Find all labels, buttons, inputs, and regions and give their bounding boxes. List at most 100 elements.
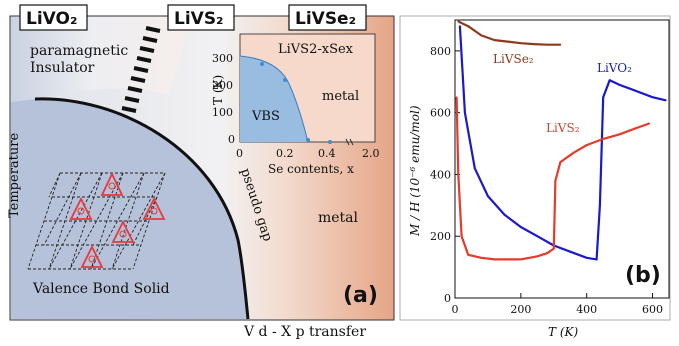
- trimer-triangles: [69, 171, 166, 268]
- compound-label-livo2: LiVO₂: [26, 9, 77, 29]
- data-point-livs2: [559, 161, 562, 163]
- data-point-livs2: [554, 179, 557, 182]
- panel-b-ylabel: M / H (10⁻⁶ emu/mol): [408, 105, 422, 237]
- vbs-region: [11, 98, 248, 319]
- x-tick-label: 400: [576, 303, 597, 316]
- data-point-livo2: [503, 213, 506, 216]
- data-point-livse2: [546, 43, 549, 46]
- inset-title: LiVS2-xSex: [278, 42, 354, 57]
- data-point-livo2: [569, 250, 572, 253]
- series-label-livo2: LiVO₂: [597, 61, 632, 75]
- data-point-livo2: [598, 204, 601, 207]
- inset-xtick-20: 2.0: [362, 147, 380, 160]
- data-point-livs2: [618, 133, 621, 136]
- inset-xlabel: Se contents, x: [268, 162, 354, 176]
- data-point-livo2: [463, 111, 466, 114]
- x-tick-label: 600: [642, 303, 663, 316]
- inset-vbs-area: [240, 56, 308, 142]
- data-point-livs2: [585, 144, 588, 147]
- data-point-livs2: [572, 151, 575, 154]
- data-point-livo2: [459, 25, 461, 28]
- plot-area: [454, 19, 670, 299]
- panel-b-xlabel: T (K): [548, 325, 578, 339]
- series-label-livs2: LiVS₂: [546, 121, 580, 135]
- data-point-livo2: [519, 226, 522, 228]
- inset-ytick-0: 0: [228, 133, 235, 146]
- paramagnetic-label-1: paramagnetic: [30, 43, 128, 59]
- inset-ytick-300: 300: [212, 52, 233, 65]
- compound-header-livse2: LiVSe₂: [288, 4, 367, 31]
- data-point-livse2: [506, 40, 509, 43]
- series-line-livo2: [458, 26, 666, 261]
- data-point-livs2: [455, 96, 458, 99]
- panel-b: 0 200 400 600 0 200 400 600 800 LiVSe₂ LiVO₂ LiV…: [399, 15, 671, 339]
- inset-ylabel: T (K): [211, 75, 225, 105]
- data-point-livs2: [467, 253, 470, 256]
- data-point-livo2: [635, 90, 637, 92]
- inset-xtick-02: 0.2: [276, 147, 294, 160]
- inset-metal-label: metal: [322, 89, 359, 104]
- inset-xtick-0: 0: [236, 147, 243, 160]
- y-tick-label: 800: [430, 45, 451, 58]
- trimer-circles: [77, 182, 158, 263]
- data-point-livo2: [536, 235, 539, 238]
- data-point-livse2: [559, 43, 562, 46]
- data-point-livs2: [536, 255, 539, 258]
- y-tick-label: 400: [430, 168, 451, 181]
- panel-a: paramagnetic Insulator Valence Bond Soli…: [7, 4, 395, 340]
- data-point-livo2: [664, 99, 667, 102]
- data-point-livo2: [473, 167, 476, 170]
- vbs-region-label: Valence Bond Solid: [32, 281, 170, 297]
- compound-header-livo2: LiVO₂: [19, 4, 88, 31]
- data-point-livs2: [546, 252, 549, 255]
- data-point-livs2: [493, 258, 496, 261]
- data-point-livse2: [457, 20, 460, 23]
- data-point-livs2: [480, 256, 483, 259]
- data-point-livs2: [519, 258, 522, 261]
- compound-header-livs2: LiVS₂: [167, 4, 235, 31]
- data-point-livs2: [635, 127, 637, 130]
- data-point-livs2: [460, 235, 463, 238]
- data-point-livo2: [487, 195, 489, 197]
- inset-ytick-100: 100: [212, 106, 233, 119]
- data-point-livo2: [595, 258, 598, 261]
- vbs-boundary-curve: [34, 97, 250, 320]
- data-point-livs2: [552, 247, 555, 250]
- data-point-livo2: [585, 256, 588, 259]
- data-point-livs2: [648, 122, 651, 125]
- triangular-lattice: [27, 172, 166, 270]
- data-point-livo2: [618, 83, 621, 86]
- inset-ytick-200: 200: [212, 79, 233, 92]
- series-group: [455, 20, 667, 261]
- x-tick-label: 200: [510, 303, 531, 316]
- panel-b-label-box: (b): [622, 256, 666, 290]
- paramagnetic-label-2: Insulator: [30, 60, 95, 76]
- y-tick-label: 0: [444, 292, 451, 305]
- series-label-livse2: LiVSe₂: [493, 52, 534, 66]
- inset-xtick-04: 0.4: [318, 147, 336, 160]
- inset-phase-diagram: LiVS2-xSex VBS metal T (K) 300 200 100 0…: [211, 33, 380, 176]
- panel-b-label: (b): [625, 263, 661, 288]
- panel-a-label: (a): [343, 283, 378, 308]
- data-point-livse2: [533, 43, 535, 45]
- data-point-livse2: [480, 34, 483, 37]
- dashed-transition-line: [121, 26, 161, 113]
- transfer-axis-label: V d - X p transfer: [243, 324, 366, 340]
- y-tick-label: 600: [430, 107, 451, 120]
- inset-vbs-label: VBS: [251, 109, 280, 124]
- data-point-livs2: [506, 258, 509, 261]
- data-point-livo2: [651, 96, 654, 99]
- data-point-livs2: [457, 173, 460, 176]
- data-point-livse2: [519, 42, 522, 45]
- data-point-livo2: [602, 96, 605, 99]
- data-point-livo2: [608, 79, 611, 82]
- inset-data-points: [260, 62, 332, 144]
- temperature-axis-label: Temperature: [7, 133, 22, 218]
- axes: 0 200 400 600 0 200 400 600 800: [430, 45, 663, 316]
- compound-label-livs2: LiVS₂: [174, 9, 224, 29]
- y-tick-label: 200: [430, 230, 451, 243]
- data-point-livse2: [467, 25, 470, 28]
- data-point-livse2: [493, 39, 496, 41]
- data-point-livs2: [602, 138, 605, 140]
